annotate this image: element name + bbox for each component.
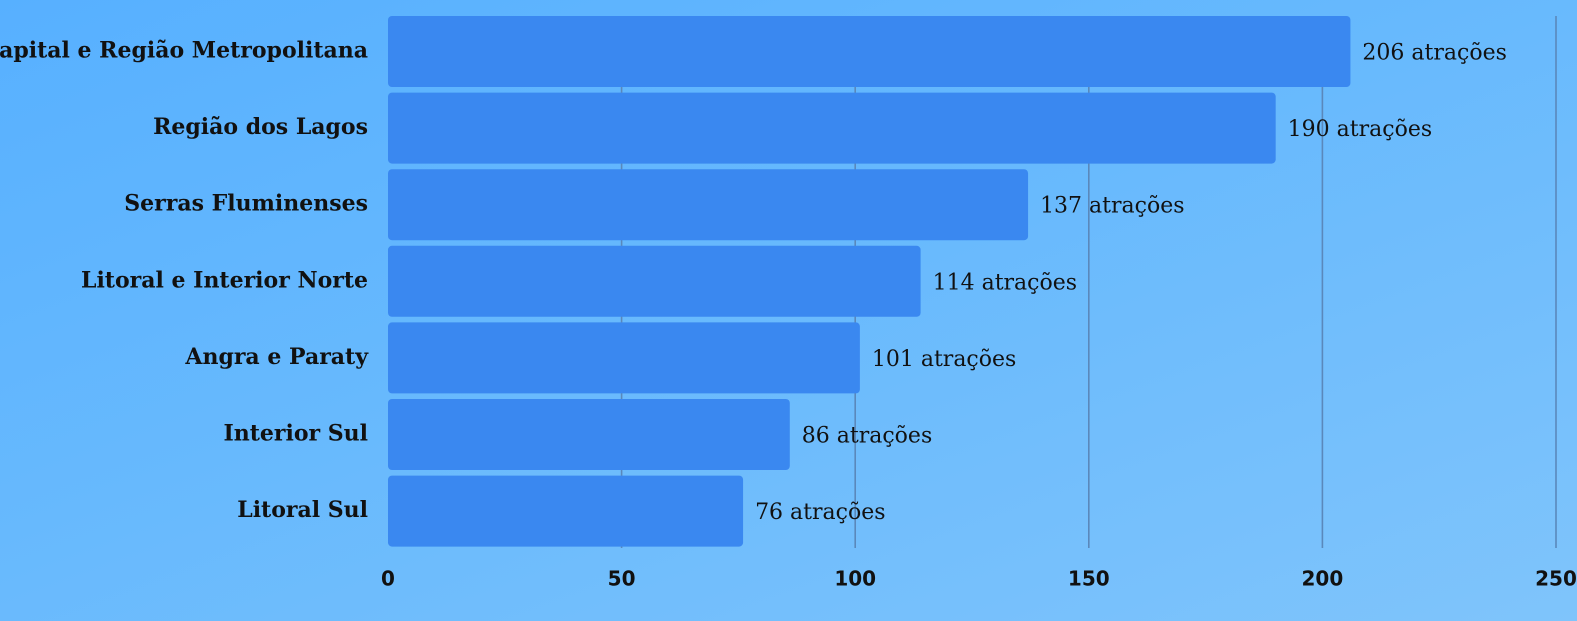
category-label: Litoral e Interior Norte bbox=[81, 267, 368, 293]
labels: 0 50 100 150 200 250 Capital e Região Metropol… bbox=[0, 38, 1577, 591]
bar bbox=[388, 16, 1351, 87]
value-label: 114 atrações bbox=[933, 270, 1077, 295]
bar bbox=[388, 475, 744, 547]
category-label: Capital e Região Metropolitana bbox=[0, 38, 368, 64]
x-tick-label: 50 bbox=[608, 567, 636, 591]
bar bbox=[388, 245, 921, 317]
value-label: 86 atrações bbox=[802, 424, 932, 449]
category-label: Angra e Paraty bbox=[184, 344, 369, 370]
bars bbox=[388, 16, 1351, 547]
x-tick-label: 150 bbox=[1068, 567, 1110, 591]
category-label: Região dos Lagos bbox=[153, 114, 368, 140]
bar bbox=[388, 169, 1029, 241]
x-tick-label: 100 bbox=[834, 567, 876, 591]
category-label: Interior Sul bbox=[223, 421, 368, 447]
x-tick-label: 200 bbox=[1302, 567, 1344, 591]
category-label: Serras Fluminenses bbox=[124, 191, 368, 217]
bar bbox=[388, 322, 860, 394]
x-tick-label: 0 bbox=[381, 567, 395, 591]
value-label: 206 atrações bbox=[1362, 41, 1506, 66]
value-label: 190 atrações bbox=[1288, 117, 1432, 142]
bar bbox=[388, 399, 790, 470]
category-label: Litoral Sul bbox=[237, 497, 368, 523]
x-tick-label: 250 bbox=[1535, 567, 1577, 591]
bar bbox=[388, 92, 1276, 164]
value-label: 101 atrações bbox=[872, 347, 1016, 372]
value-label: 76 atrações bbox=[755, 500, 885, 525]
value-label: 137 atrações bbox=[1040, 194, 1184, 219]
